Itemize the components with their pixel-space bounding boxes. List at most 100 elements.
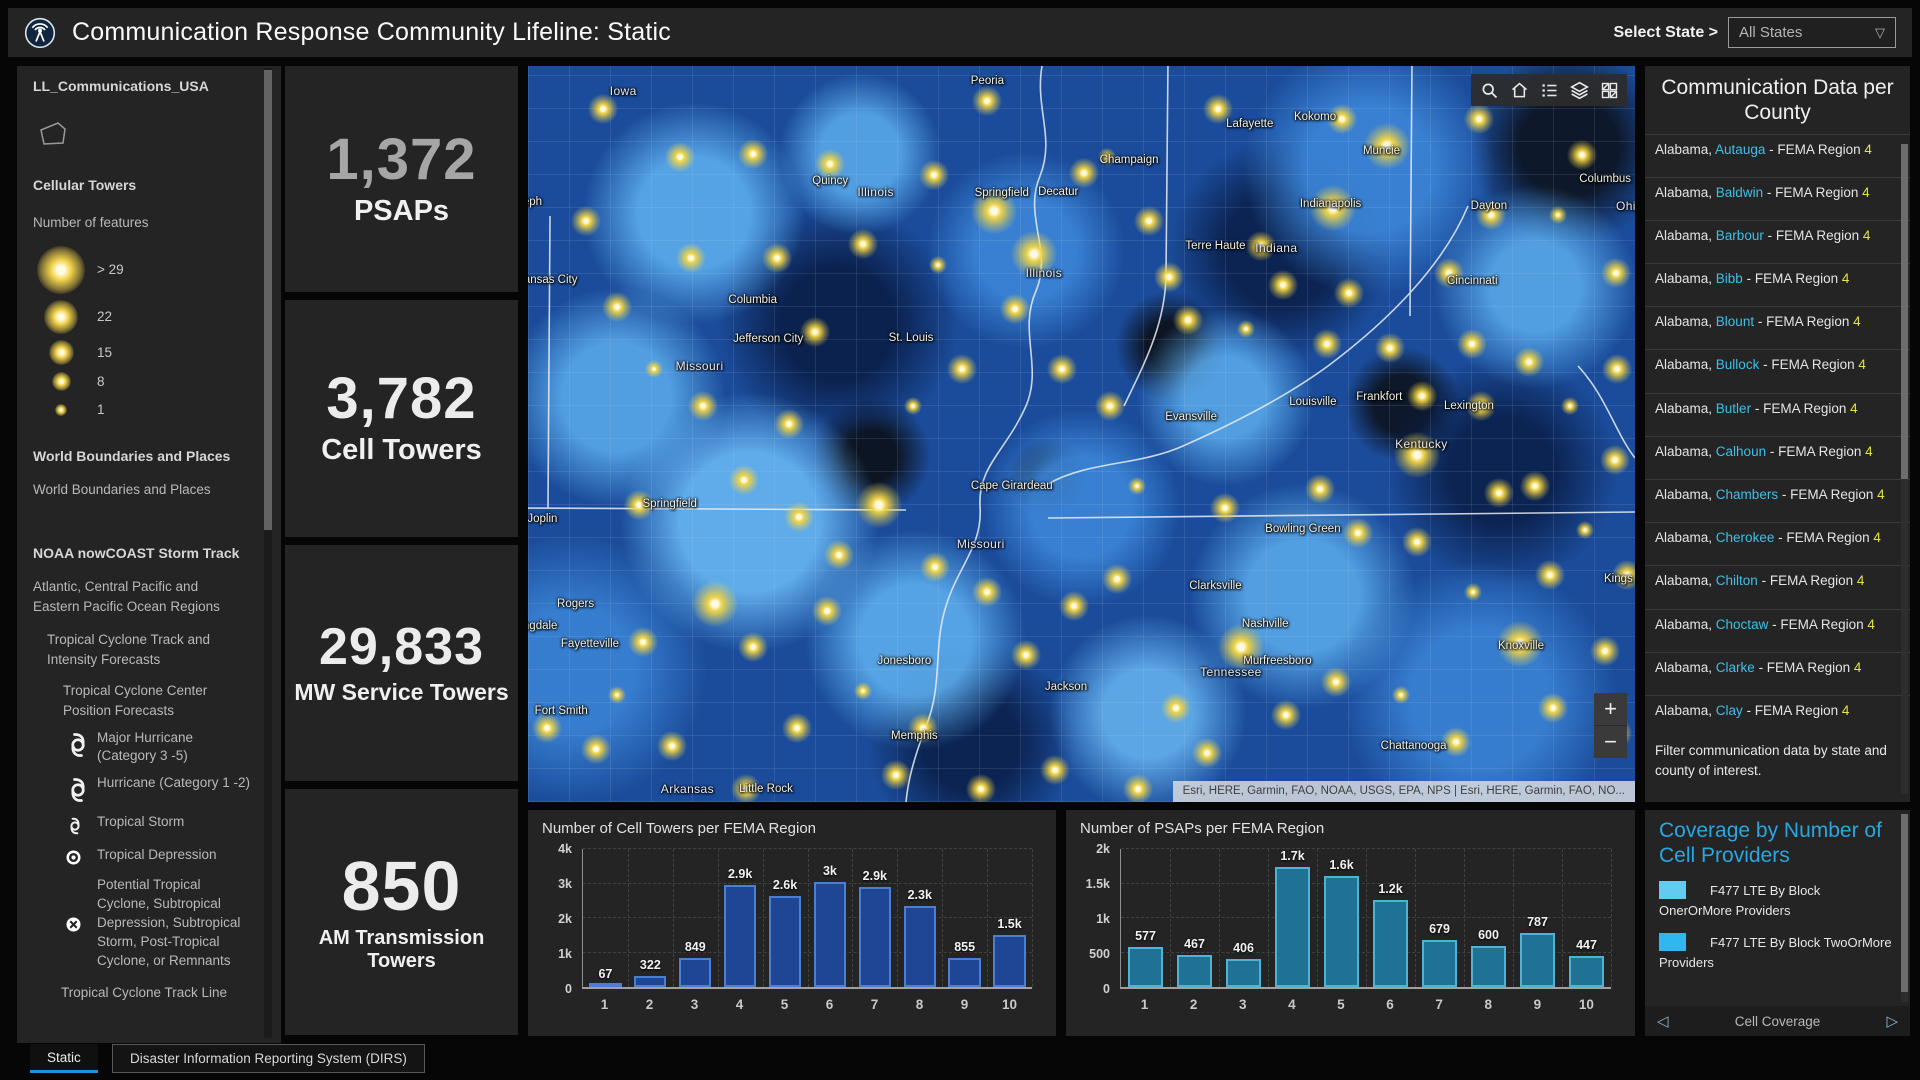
bar[interactable] — [589, 983, 622, 987]
bar[interactable] — [1225, 959, 1262, 987]
storm-class-row: Potential Tropical Cyclone, Subtropical … — [63, 876, 251, 970]
gridline — [1032, 849, 1033, 987]
county-row[interactable]: Alabama, Clay - FEMA Region 4 — [1645, 694, 1910, 738]
county-row[interactable]: Alabama, Clarke - FEMA Region 4 — [1645, 651, 1910, 695]
county-row[interactable]: Alabama, Chilton - FEMA Region 4 — [1645, 565, 1910, 608]
bar[interactable] — [768, 895, 802, 987]
county-row[interactable]: Alabama, Bibb - FEMA Region 4 — [1645, 263, 1910, 306]
search-icon[interactable] — [1474, 75, 1504, 105]
bar[interactable] — [813, 881, 847, 987]
county-list: Alabama, Autauga - FEMA Region 4 Alabama,… — [1645, 133, 1910, 739]
coverage-scrollbar-thumb[interactable] — [1901, 814, 1908, 992]
hurricane-major-icon — [63, 729, 97, 760]
header-bar: Communication Response Community Lifelin… — [8, 8, 1912, 57]
gridline — [1611, 849, 1612, 987]
x-tick-label: 2 — [1189, 997, 1198, 1012]
tower-class-label: 8 — [97, 374, 105, 390]
coverage-legend: F477 LTE By Block OnerOrMore Providers F4… — [1659, 881, 1896, 972]
x-tick-label: 7 — [1435, 997, 1443, 1012]
coverage-swatch — [1659, 933, 1686, 952]
broadcast-icon — [24, 17, 56, 49]
legend-icon[interactable] — [1534, 75, 1564, 105]
bar[interactable] — [1274, 866, 1311, 987]
bar[interactable] — [1127, 947, 1164, 987]
tower-dot-symbol — [51, 372, 71, 392]
gridline — [717, 849, 719, 987]
bar[interactable] — [1372, 900, 1409, 987]
map-county-grid — [528, 66, 1635, 802]
x-tick-label: 2 — [645, 997, 654, 1012]
legend-scrollbar-thumb[interactable] — [264, 70, 272, 530]
bar[interactable] — [723, 885, 757, 987]
bar[interactable] — [1470, 945, 1507, 987]
bar[interactable] — [903, 905, 936, 987]
county-row[interactable]: Alabama, Baldwin - FEMA Region 4 — [1645, 176, 1910, 220]
bar[interactable] — [1421, 940, 1458, 987]
county-row[interactable]: Alabama, Choctaw - FEMA Region 4 — [1645, 608, 1910, 652]
map-zoom-control: + − — [1594, 693, 1627, 758]
tower-class-label: 15 — [97, 344, 113, 360]
plot-area: 67 322 849 2.9k 2.6k 3k 2.9k 2.3k 855 1.5k — [582, 848, 1033, 989]
stat-card-cell-towers: 3,782 Cell Towers — [285, 300, 518, 537]
x-tick-label: 9 — [1533, 997, 1542, 1012]
bar[interactable] — [1176, 954, 1213, 987]
zoom-in-button[interactable]: + — [1604, 696, 1617, 721]
gridline — [1562, 849, 1563, 987]
county-row[interactable]: Alabama, Butler - FEMA Region 4 — [1645, 392, 1910, 436]
x-tick-label: 10 — [1001, 997, 1018, 1012]
county-row[interactable]: Alabama, Calhoun - FEMA Region 4 — [1645, 435, 1910, 479]
legend-panel: LL_Communications_USA Cellular Towers Nu… — [17, 66, 281, 1043]
tower-class-label: > 29 — [97, 262, 124, 278]
mw-service-towers-value: 29,833 — [318, 617, 485, 676]
world-boundaries-sublayer: World Boundaries and Places — [33, 481, 211, 497]
gridline — [1268, 849, 1269, 987]
bar-value-label: 447 — [1576, 938, 1597, 953]
page-right-icon[interactable]: ▷ — [1886, 1012, 1898, 1030]
state-boundaries — [528, 66, 1635, 802]
bar[interactable] — [1323, 875, 1360, 987]
am-towers-value: 850 — [341, 847, 462, 925]
bar[interactable] — [1519, 932, 1556, 987]
state-dropdown[interactable]: All States ▽ — [1728, 17, 1896, 48]
psaps-label: PSAPs — [353, 194, 450, 227]
bar[interactable] — [1568, 956, 1605, 987]
county-row[interactable]: Alabama, Barbour - FEMA Region 4 — [1645, 219, 1910, 263]
bar[interactable] — [948, 957, 981, 987]
map-canvas[interactable]: Iowa Peoria Lafayette Kokomo Muncie Champaign… — [528, 66, 1635, 802]
coverage-scrollbar — [1901, 814, 1908, 1002]
bar[interactable] — [634, 975, 667, 987]
county-row[interactable]: Alabama, Bullock - FEMA Region 4 — [1645, 349, 1910, 392]
x-tick-label: 4 — [735, 997, 744, 1012]
state-dropdown-value: All States — [1739, 24, 1803, 41]
bar[interactable] — [679, 957, 712, 987]
bar[interactable] — [993, 935, 1026, 987]
layers-icon[interactable] — [1564, 75, 1594, 105]
legend-layer-title: LL_Communications_USA — [33, 78, 209, 94]
county-row[interactable]: Alabama, Autauga - FEMA Region 4 — [1645, 133, 1910, 177]
coverage-swatch — [1659, 881, 1686, 900]
bar-value-label: 2.6k — [772, 877, 798, 892]
county-row[interactable]: Alabama, Cherokee - FEMA Region 4 — [1645, 522, 1910, 565]
home-icon[interactable] — [1504, 75, 1534, 105]
tropical-storm-icon — [63, 813, 97, 838]
county-row[interactable]: Alabama, Chambers - FEMA Region 4 — [1645, 479, 1910, 522]
basemap-icon[interactable] — [1594, 75, 1624, 105]
bar-value-label: 2.9k — [727, 867, 753, 882]
tab-static[interactable]: Static — [30, 1044, 98, 1073]
noaa-region-label: Atlantic, Central Pacific and Eastern Pa… — [33, 579, 220, 614]
page-left-icon[interactable]: ◁ — [1657, 1012, 1669, 1030]
tab-disaster-information-reporting-system-dirs[interactable]: Disaster Information Reporting System (D… — [112, 1044, 425, 1073]
zoom-out-button[interactable]: − — [1604, 729, 1617, 754]
gridline — [807, 849, 809, 987]
cell-towers-chart-title: Number of Cell Towers per FEMA Region — [542, 820, 816, 837]
noaa-storm-track-title: NOAA nowCOAST Storm Track — [33, 545, 240, 562]
bar[interactable] — [858, 886, 891, 987]
stat-card-am-transmission-towers: 850 AM Transmission Towers — [285, 789, 518, 1035]
gridline — [1121, 848, 1611, 849]
coverage-item-label: F477 LTE By Block OnerOrMore Providers — [1659, 883, 1821, 918]
coverage-panel-title: Coverage by Number of Cell Providers — [1659, 819, 1882, 868]
county-row[interactable]: Alabama, Blount - FEMA Region 4 — [1645, 306, 1910, 349]
plot-area: 577 467 406 1.7k 1.6k 1.2k 679 600 787 447 — [1120, 848, 1612, 989]
storm-class-row: Major Hurricane (Category 3 -5) — [63, 729, 251, 767]
county-scrollbar-thumb[interactable] — [1901, 144, 1908, 479]
